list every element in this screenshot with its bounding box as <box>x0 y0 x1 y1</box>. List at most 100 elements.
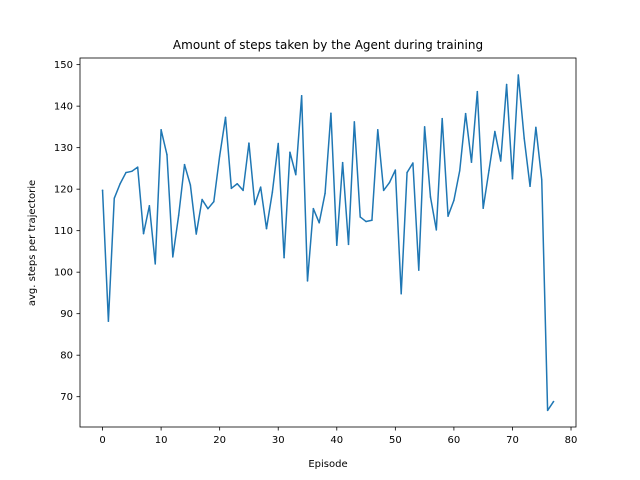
data-point <box>488 169 490 171</box>
data-point <box>511 178 514 180</box>
x-tick-label: 10 <box>155 435 168 446</box>
y-axis-label: avg. steps per trajectorie <box>27 180 38 306</box>
data-point <box>119 183 121 185</box>
data-point <box>271 191 274 193</box>
x-tick-label: 60 <box>448 435 461 446</box>
data-point <box>500 160 502 162</box>
data-point <box>148 205 151 207</box>
data-point <box>324 192 326 195</box>
data-point <box>189 184 192 186</box>
data-point <box>482 207 484 210</box>
chart-title: Amount of steps taken by the Agent durin… <box>173 38 483 52</box>
x-tick-label: 50 <box>389 435 402 446</box>
data-point <box>400 293 402 295</box>
data-point <box>306 280 309 282</box>
data-point <box>388 181 391 184</box>
data-point <box>552 400 555 403</box>
x-tick-label: 0 <box>99 435 105 446</box>
data-point <box>382 189 385 192</box>
y-tick-label: 80 <box>60 351 73 362</box>
data-point <box>213 200 215 203</box>
data-point <box>154 263 156 265</box>
data-point <box>172 256 174 258</box>
series-line <box>101 74 555 412</box>
data-point <box>453 199 455 202</box>
data-point <box>195 233 197 235</box>
data-point <box>224 116 227 119</box>
data-point <box>406 171 408 174</box>
data-point <box>236 183 238 185</box>
data-point <box>201 198 203 201</box>
y-tick-label: 150 <box>54 60 73 71</box>
data-point <box>101 189 104 192</box>
data-point <box>412 162 414 164</box>
data-point <box>347 243 350 246</box>
data-point <box>125 171 127 174</box>
data-point <box>546 409 549 412</box>
data-point <box>265 227 268 230</box>
data-point <box>330 112 332 114</box>
data-point <box>418 269 420 271</box>
data-point <box>435 229 438 231</box>
data-point <box>230 187 233 190</box>
data-point <box>353 121 356 123</box>
x-axis: 0 10 20 30 40 50 60 70 80 <box>99 427 577 446</box>
data-point <box>218 155 221 157</box>
data-point <box>529 185 531 188</box>
y-tick-label: 120 <box>54 185 73 196</box>
data-point <box>394 169 397 171</box>
data-point <box>459 169 461 172</box>
y-tick-label: 130 <box>54 143 73 154</box>
x-tick-label: 30 <box>272 435 285 446</box>
data-point <box>359 216 361 218</box>
data-point <box>318 222 320 224</box>
data-point <box>371 219 373 222</box>
data-point <box>464 112 467 115</box>
data-point <box>523 137 525 139</box>
data-point <box>277 142 279 145</box>
axes-frame <box>79 57 577 428</box>
y-axis: 70 80 90 100 110 120 130 140 150 <box>54 60 80 403</box>
data-point <box>377 129 379 131</box>
data-point <box>248 142 250 144</box>
data-point <box>441 117 443 120</box>
data-point <box>113 197 116 200</box>
data-point <box>183 163 186 166</box>
y-tick-label: 70 <box>60 392 73 403</box>
y-tick-label: 140 <box>54 102 73 113</box>
x-axis-label: Episode <box>308 459 347 470</box>
x-tick-label: 20 <box>213 435 226 446</box>
data-point <box>142 232 145 235</box>
data-point <box>540 178 543 181</box>
y-tick-label: 90 <box>60 309 73 320</box>
data-point <box>259 186 262 188</box>
data-point <box>423 126 426 128</box>
data-point <box>131 170 133 173</box>
x-tick-label: 70 <box>506 435 519 446</box>
data-point <box>517 74 520 76</box>
data-point <box>365 220 367 223</box>
data-point <box>494 130 496 133</box>
y-tick-label: 100 <box>54 268 73 279</box>
data-point <box>136 166 139 168</box>
series-layer <box>101 74 555 412</box>
data-point <box>177 214 180 217</box>
data-point <box>295 173 297 176</box>
data-point <box>242 189 244 192</box>
data-point <box>289 151 291 153</box>
data-point <box>254 203 256 206</box>
y-tick-label: 110 <box>54 226 73 237</box>
data-point <box>207 207 209 210</box>
data-point <box>312 207 315 210</box>
data-point <box>341 161 344 164</box>
data-point <box>476 90 479 93</box>
plot-area: 0 10 20 30 40 50 60 70 80 70 80 90 100 110 120 130 140 1… <box>54 57 577 446</box>
data-point <box>160 129 162 131</box>
data-point <box>429 196 432 198</box>
data-point <box>107 320 110 322</box>
x-tick-label: 40 <box>330 435 343 446</box>
data-point <box>283 256 285 259</box>
data-point <box>300 95 303 97</box>
